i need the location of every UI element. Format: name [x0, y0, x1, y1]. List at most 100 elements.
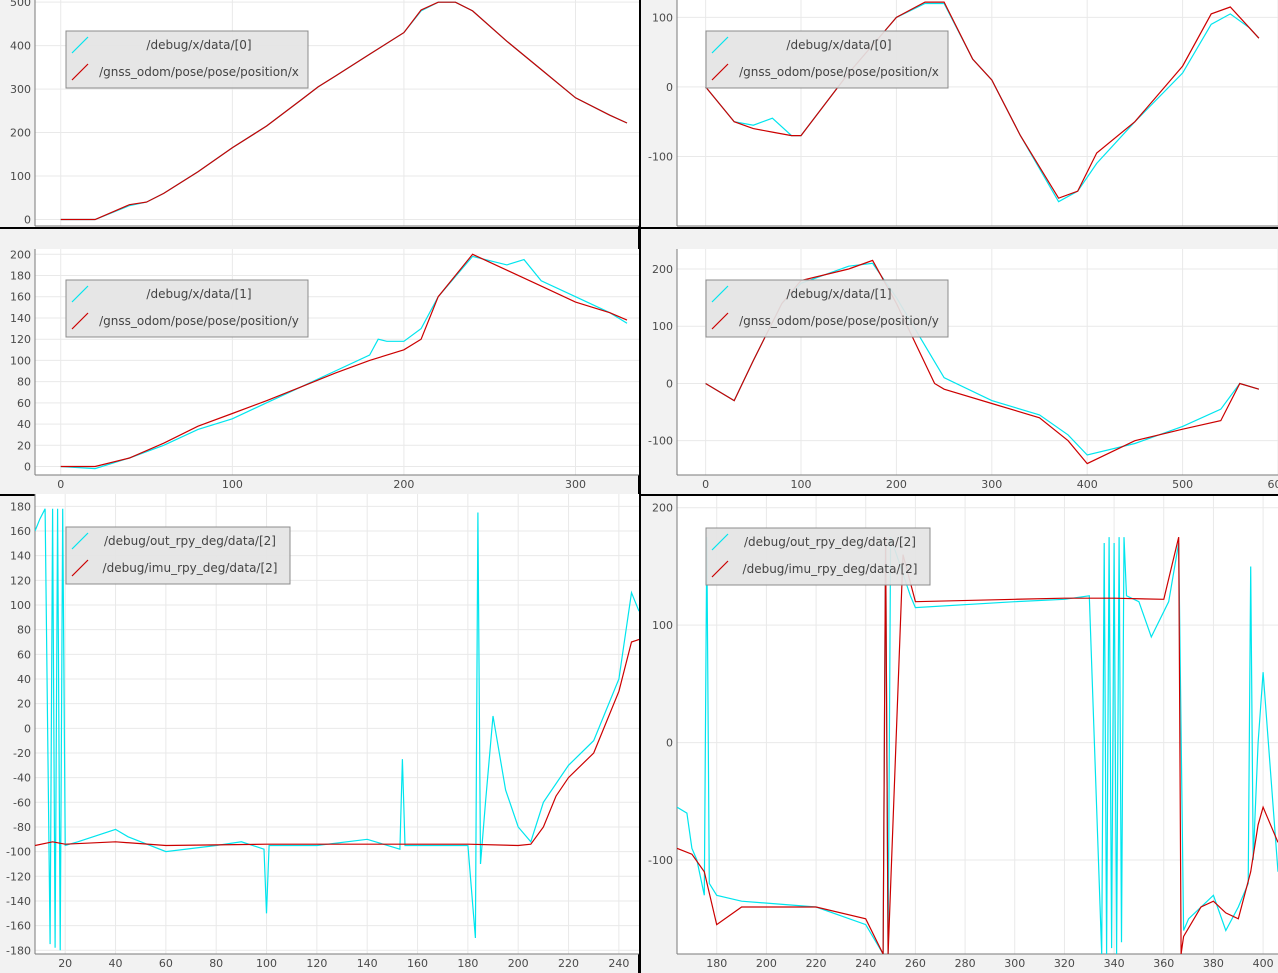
x-tick-label: 240 [608, 957, 629, 970]
x-tick-label: 360 [1153, 957, 1174, 970]
y-tick-label: 0 [24, 461, 31, 474]
y-tick-label: 0 [24, 722, 31, 735]
legend-box [65, 30, 309, 89]
y-tick-label: -100 [648, 150, 673, 163]
x-tick-label: 260 [905, 957, 926, 970]
x-tick-label: 200 [508, 957, 529, 970]
y-tick-label: 200 [10, 127, 31, 140]
y-tick-label: 40 [17, 673, 31, 686]
series-line-1 [705, 1, 1260, 199]
y-tick-label: 180 [10, 500, 31, 513]
legend-box [705, 527, 931, 586]
x-tick-label: 40 [109, 957, 123, 970]
y-tick-label: 200 [10, 248, 31, 261]
legend-swatch [71, 36, 89, 54]
x-tick-label: 180 [457, 957, 478, 970]
chart-panel-p4: 0 100 200 300 400 500 600 -100 0 100 200/debug/x/d… [641, 229, 1278, 494]
x-tick-label: 300 [565, 478, 586, 491]
y-tick-label: -120 [6, 870, 31, 883]
chart-panel-p2: 0 100 200 300 0 20 40 60 80 100 120 140 160 180 200/de… [0, 229, 639, 494]
legend-swatch [71, 559, 89, 577]
y-tick-label: 40 [17, 418, 31, 431]
y-tick-label: -60 [13, 796, 31, 809]
x-tick-label: 200 [393, 478, 414, 491]
y-tick-label: 400 [10, 40, 31, 53]
y-tick-label: 60 [17, 648, 31, 661]
legend: /debug/x/data/[1] /gnss_odom/pose/pose/po… [705, 279, 949, 338]
y-tick-label: 0 [24, 213, 31, 226]
legend-box [65, 279, 309, 338]
y-tick-label: -100 [6, 846, 31, 859]
legend-swatch [711, 36, 729, 54]
legend-entry: /debug/out_rpy_deg/data/[2] [744, 535, 916, 549]
legend-swatch [711, 312, 729, 330]
legend-swatch [71, 312, 89, 330]
series-line-1 [60, 1, 628, 221]
y-tick-label: -80 [13, 821, 31, 834]
chart-panel-p5: 20 40 60 80 100 120 140 160 180 200 220 240-180-160… [0, 494, 639, 973]
x-tick-label: 600 [1268, 478, 1278, 491]
legend-swatch [71, 63, 89, 81]
y-tick-label: -160 [6, 920, 31, 933]
y-tick-label: 120 [10, 333, 31, 346]
legend-entry: /debug/x/data/[0] [146, 38, 251, 52]
legend-swatch [711, 533, 729, 551]
legend: /debug/x/data/[1] /gnss_odom/pose/pose/po… [65, 279, 309, 338]
legend-box [705, 279, 949, 338]
y-tick-label: 80 [17, 624, 31, 637]
y-tick-label: 100 [652, 320, 673, 333]
x-tick-label: 300 [981, 478, 1002, 491]
y-tick-label: 100 [10, 354, 31, 367]
x-tick-label: 300 [1004, 957, 1025, 970]
x-tick-label: 100 [256, 957, 277, 970]
x-tick-label: 180 [706, 957, 727, 970]
legend: /debug/x/data/[0] /gnss_odom/pose/pose/po… [705, 30, 949, 89]
x-tick-label: 380 [1203, 957, 1224, 970]
y-tick-label: 100 [10, 599, 31, 612]
y-tick-label: 100 [652, 619, 673, 632]
y-tick-label: 60 [17, 397, 31, 410]
legend: /debug/out_rpy_deg/data/[2] /debug/imu_rp… [65, 526, 291, 585]
legend-swatch [711, 63, 729, 81]
series-line-1 [35, 638, 639, 847]
y-tick-label: -100 [648, 435, 673, 448]
y-tick-label: 100 [10, 170, 31, 183]
y-tick-label: 160 [10, 291, 31, 304]
y-tick-label: 100 [652, 11, 673, 24]
y-tick-label: 200 [652, 502, 673, 515]
legend-entry: /debug/imu_rpy_deg/data/[2] [743, 562, 918, 576]
x-tick-label: 80 [209, 957, 223, 970]
legend-swatch [711, 285, 729, 303]
legend: /debug/x/data/[0] /gnss_odom/pose/pose/po… [65, 30, 309, 89]
y-tick-label: 140 [10, 312, 31, 325]
y-tick-label: 300 [10, 83, 31, 96]
y-tick-label: 500 [10, 0, 31, 9]
legend: /debug/out_rpy_deg/data/[2] /debug/imu_rp… [705, 527, 931, 586]
legend-entry: /debug/x/data/[1] [146, 287, 251, 301]
y-tick-label: -100 [648, 854, 673, 867]
x-tick-label: 220 [558, 957, 579, 970]
legend-swatch [71, 285, 89, 303]
x-tick-label: 200 [756, 957, 777, 970]
y-tick-label: 200 [652, 263, 673, 276]
legend-entry: /gnss_odom/pose/pose/position/x [739, 65, 939, 79]
x-tick-label: 400 [1077, 478, 1098, 491]
legend-box [705, 30, 949, 89]
x-tick-label: 320 [1054, 957, 1075, 970]
x-tick-label: 140 [357, 957, 378, 970]
y-tick-label: 0 [666, 81, 673, 94]
legend-swatch [71, 532, 89, 550]
x-tick-label: 280 [955, 957, 976, 970]
series-line-1 [60, 253, 628, 468]
y-tick-label: 180 [10, 270, 31, 283]
x-tick-label: 160 [407, 957, 428, 970]
y-tick-label: 160 [10, 525, 31, 538]
legend-entry: /gnss_odom/pose/pose/position/y [99, 314, 299, 328]
series-line-0 [35, 508, 639, 951]
x-tick-label: 60 [159, 957, 173, 970]
legend-entry: /debug/x/data/[0] [786, 38, 891, 52]
x-tick-label: 20 [58, 957, 72, 970]
y-tick-label: -140 [6, 895, 31, 908]
y-tick-label: -180 [6, 944, 31, 957]
